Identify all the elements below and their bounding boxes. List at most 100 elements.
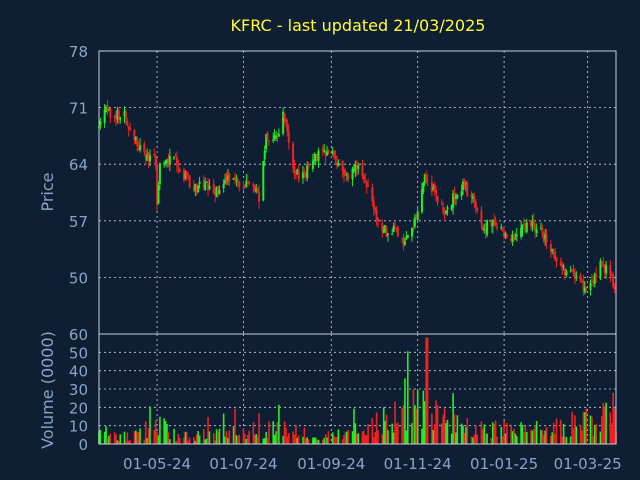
candle-body — [198, 181, 201, 185]
candle-body — [343, 169, 346, 176]
volume-bar — [524, 425, 527, 444]
candle-body — [245, 181, 248, 188]
candle-body — [297, 171, 300, 180]
candle-body — [235, 179, 238, 181]
volume-bar — [395, 423, 398, 444]
volume-bar — [118, 440, 120, 444]
candle-body — [218, 189, 221, 194]
volume-bar — [357, 433, 360, 444]
candle-body — [425, 174, 428, 182]
volume-bar — [364, 435, 367, 444]
volume-bar — [295, 424, 297, 444]
volume-bar — [423, 401, 426, 444]
candle-body — [500, 226, 503, 229]
volume-bar — [367, 423, 369, 444]
candle-body — [446, 207, 449, 210]
candle-body — [153, 154, 156, 156]
volume-bar — [435, 400, 437, 444]
candle-body — [143, 143, 146, 152]
candle-body — [552, 251, 555, 254]
volume-bar — [592, 436, 595, 444]
candle-body — [275, 135, 278, 138]
volume-bar — [194, 440, 197, 444]
volume-bar — [212, 433, 215, 444]
volume-bar — [442, 414, 444, 444]
candle-body — [263, 150, 266, 160]
candle-body — [385, 226, 388, 237]
volume-bar — [255, 434, 258, 444]
candle-body — [585, 286, 588, 288]
candle-body — [232, 177, 235, 180]
volume-bar — [412, 388, 415, 444]
volume-bar — [609, 412, 612, 444]
candle-body — [382, 230, 385, 234]
candle-body — [113, 115, 116, 118]
volume-bar — [415, 408, 418, 444]
volume-bar — [234, 408, 236, 444]
volume-bar — [272, 421, 275, 444]
candle-body — [464, 183, 467, 185]
volume-bar — [116, 440, 119, 444]
volume-tick-label: 20 — [69, 399, 88, 417]
candle-body — [456, 194, 459, 199]
volume-bar — [443, 408, 446, 444]
candle-body — [541, 227, 544, 233]
candle-body — [531, 221, 534, 227]
volume-bar — [135, 430, 137, 444]
candle-body — [522, 223, 525, 225]
candle-body — [267, 140, 270, 142]
volume-bar — [531, 430, 534, 444]
candle-body — [432, 186, 435, 190]
volume-bar — [126, 432, 129, 444]
candle-body — [573, 272, 576, 280]
volume-bar — [178, 437, 181, 444]
volume-bar — [244, 433, 246, 444]
candle-body — [331, 151, 334, 154]
volume-bar — [472, 437, 474, 444]
candle-body — [593, 273, 596, 284]
volume-bar — [248, 430, 250, 444]
volume-bar — [562, 423, 565, 444]
volume-bar — [491, 422, 494, 444]
volume-bar — [541, 430, 544, 444]
volume-bar — [544, 430, 546, 444]
candle-body — [396, 226, 399, 237]
volume-bar — [157, 435, 160, 444]
candle-body — [337, 162, 340, 166]
candle-body — [452, 193, 455, 208]
candle-body — [562, 265, 565, 268]
candle-body — [139, 145, 142, 151]
candle-body — [524, 223, 527, 232]
candle-body — [265, 134, 268, 150]
volume-bar — [228, 430, 231, 444]
candle-body — [103, 109, 106, 124]
volume-bar — [296, 437, 299, 444]
candle-body — [304, 171, 307, 177]
candle-body — [323, 150, 326, 152]
candle-body — [564, 268, 567, 276]
candle-body — [345, 173, 348, 175]
candle-body — [474, 201, 477, 208]
volume-bar — [582, 411, 585, 444]
volume-bar — [337, 429, 340, 444]
candle-body — [105, 106, 108, 113]
candle-body — [292, 143, 295, 168]
volume-bar — [450, 433, 453, 444]
volume-bar — [610, 423, 613, 444]
volume-bar — [510, 424, 512, 444]
volume-bar — [446, 419, 449, 444]
candle-body — [374, 207, 377, 211]
candle-body — [433, 184, 436, 192]
candle-body — [202, 180, 205, 189]
candle-body — [493, 219, 496, 221]
candle-body — [450, 205, 453, 210]
candle-body — [514, 238, 517, 240]
volume-bar — [197, 431, 199, 444]
candle-body — [445, 210, 448, 214]
candle-body — [365, 182, 368, 188]
candle-body — [109, 108, 112, 118]
volume-bar — [143, 439, 146, 444]
candle-body — [422, 182, 425, 192]
volume-bar — [414, 405, 416, 444]
